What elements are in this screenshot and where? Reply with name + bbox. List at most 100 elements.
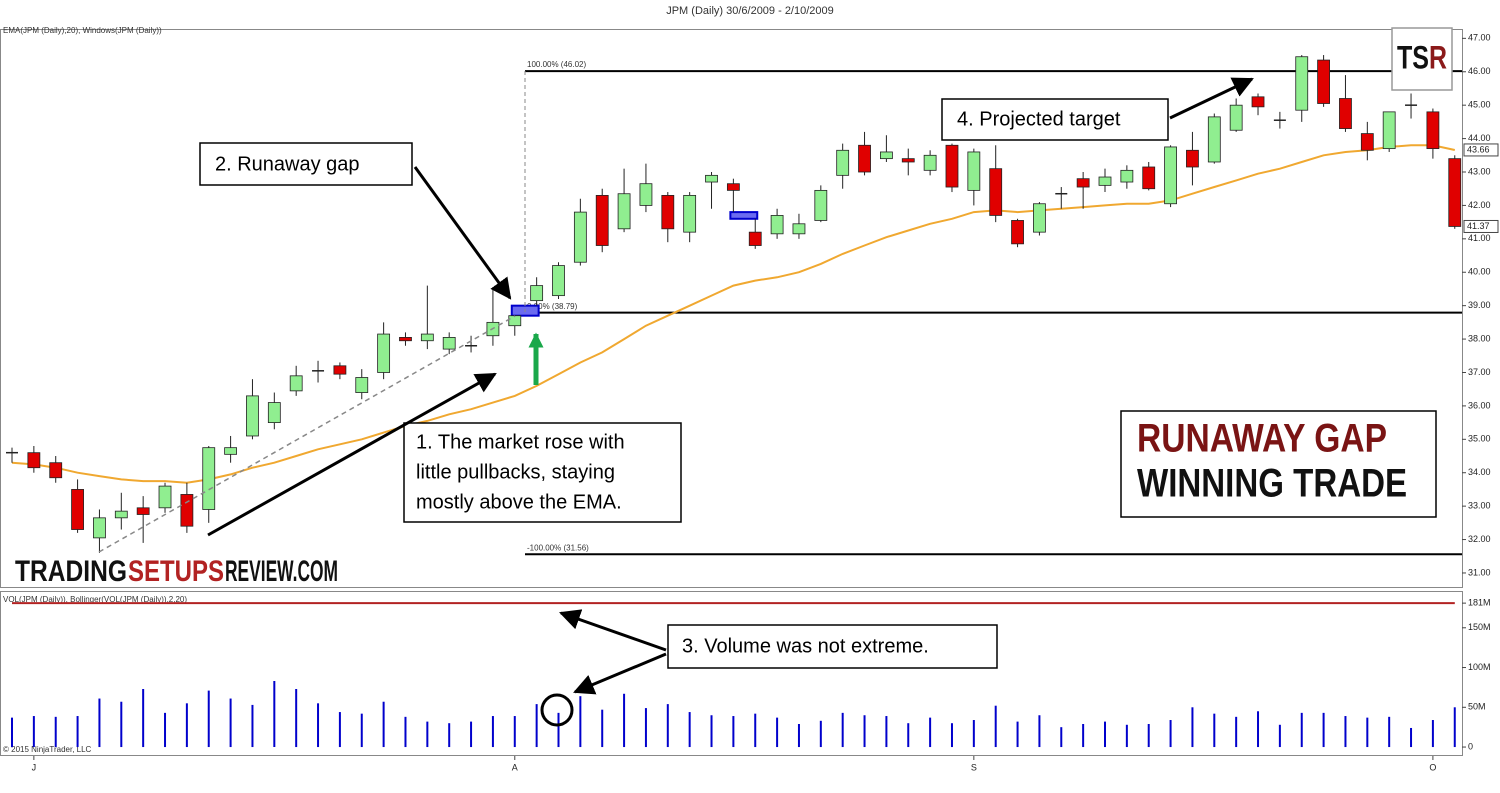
site-name: TRADING (15, 555, 127, 588)
site-name: SETUPS (128, 555, 224, 588)
candle-body (880, 151, 893, 160)
candle-body (595, 194, 609, 246)
ema-line (11, 144, 1456, 484)
x-tick-label: J (32, 762, 37, 772)
y-tick-label: 34.00 (1468, 467, 1491, 477)
plot-layer: 31.00 32.00 33.00 34.00 35.00 36.00 37.00 38.00… (6, 33, 1499, 772)
candle-body (683, 194, 697, 233)
y-tick-label: 50M (1468, 702, 1486, 712)
candle-body (1186, 149, 1199, 168)
y-tick-label: 43.00 (1468, 166, 1491, 176)
x-tick-label: A (512, 762, 518, 772)
y-tick-label: 35.00 (1468, 434, 1491, 444)
callout-text: 4. Projected target (957, 108, 1121, 130)
candle-body (289, 375, 303, 392)
candle-body (158, 485, 172, 509)
level-label: 100.00% (46.02) (527, 60, 586, 69)
callout-text: 3. Volume was not extreme. (682, 635, 929, 657)
copyright: © 2015 NinjaTrader, LLC (3, 745, 92, 754)
candle-body (1317, 59, 1330, 104)
candle-body (858, 144, 871, 173)
callout-text: mostly above the EMA. (416, 491, 622, 513)
y-tick-label: 33.00 (1468, 501, 1491, 511)
candle-body (1164, 146, 1177, 205)
candle-body (814, 189, 828, 221)
candle-body (442, 337, 456, 350)
candle-body (1426, 111, 1440, 150)
candle-body (1251, 96, 1265, 108)
candle-body (1448, 158, 1462, 227)
candle-body (420, 333, 434, 342)
candle-body (93, 517, 106, 539)
arrow (559, 609, 667, 652)
y-tick-label: 38.00 (1468, 333, 1491, 343)
level-label: 0.00% (38.79) (527, 302, 578, 311)
candle-body (377, 333, 391, 373)
y-tick-label: 41.00 (1468, 233, 1491, 243)
candle-body (748, 231, 762, 246)
candle-body (1360, 133, 1374, 151)
logo-box (1391, 27, 1453, 91)
candle-body (1076, 178, 1090, 188)
candle-body (1295, 56, 1309, 111)
headline-box (1120, 410, 1437, 518)
candle-body (267, 402, 281, 424)
x-tick-label: O (1429, 762, 1436, 772)
y-tick-label: 100M (1468, 662, 1491, 672)
y-tick-label: 32.00 (1468, 534, 1491, 544)
callout-text: 2. Runaway gap (215, 153, 360, 175)
x-tick-label: S (971, 762, 977, 772)
value-flag (1463, 219, 1499, 233)
candle-body (1120, 169, 1134, 183)
y-tick-label: 37.00 (1468, 367, 1491, 377)
candle-body (333, 365, 347, 375)
candle-body (836, 149, 850, 176)
candle-body (792, 223, 806, 235)
y-tick-label: 39.00 (1468, 300, 1491, 310)
candle-body (530, 285, 544, 302)
trend-line (98, 315, 516, 553)
candle-body (355, 377, 369, 393)
candle-body (573, 211, 587, 263)
candle-body (114, 510, 128, 519)
candle-body (923, 154, 937, 171)
highlight-circle (540, 693, 574, 727)
candle-body (617, 193, 631, 230)
arrow (1169, 77, 1254, 120)
candle-body (49, 462, 63, 479)
candle-body (552, 265, 565, 297)
logo-text: R (1429, 39, 1447, 75)
candle-body (1142, 166, 1156, 190)
candle-body (27, 452, 41, 469)
y-tick-label: 36.00 (1468, 400, 1491, 410)
y-tick-label: 31.00 (1468, 567, 1491, 577)
indicator-label: EMA(JPM (Daily),20), Windows(JPM (Daily)… (3, 26, 162, 35)
candle-body (224, 447, 238, 455)
callout-box (667, 624, 998, 669)
candle-body (136, 507, 150, 515)
candle-body (202, 447, 216, 510)
callout-text: little pullbacks, staying (416, 461, 615, 483)
callout-box (403, 422, 682, 523)
price-panel (0, 29, 1463, 588)
candle-body (989, 168, 1003, 216)
candle-body (726, 183, 740, 191)
y-tick-label: 44.00 (1468, 133, 1491, 143)
candle-body (180, 494, 194, 527)
candle-body (1011, 220, 1024, 245)
level-label: -100.00% (31.56) (527, 543, 589, 552)
y-tick-label: 150M (1468, 622, 1491, 632)
candle-body (770, 215, 784, 235)
y-tick-label: 0 (1468, 741, 1473, 751)
headline: WINNING TRADE (1137, 462, 1407, 506)
candle-body (1207, 116, 1221, 163)
candle-body (945, 144, 959, 188)
value-flag-label: 41.37 (1467, 221, 1490, 231)
candle-body (661, 194, 675, 230)
chart-title: JPM (Daily) 30/6/2009 - 2/10/2009 (666, 5, 834, 17)
arrow (207, 372, 497, 537)
candle-body (705, 174, 718, 183)
site-name: REVIEW.COM (225, 555, 338, 588)
candle-body (399, 337, 412, 342)
